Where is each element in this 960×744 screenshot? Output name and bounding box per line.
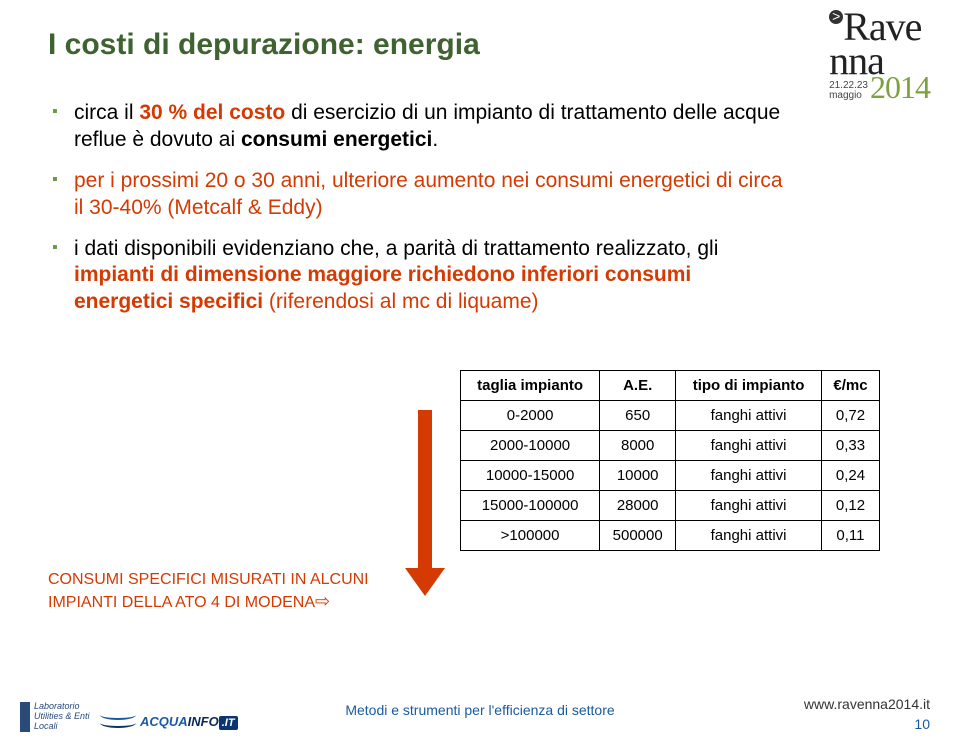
- acquainfo-logo: ACQUAINFO.IT: [100, 710, 238, 732]
- cell: 0,33: [821, 431, 879, 461]
- bullet-1: circa il 30 % del costo di esercizio di …: [52, 100, 792, 154]
- logo-dates-bottom: maggio: [829, 90, 862, 101]
- footer-logos: Laboratorio Utilities & Enti Locali ACQU…: [20, 702, 238, 732]
- cell: 0,12: [821, 491, 879, 521]
- cell: 0-2000: [461, 401, 600, 431]
- cell: 8000: [600, 431, 676, 461]
- event-logo: >Rave nna 21.22.23 maggio 2014: [829, 10, 930, 101]
- cell: 28000: [600, 491, 676, 521]
- acqua-text-1: ACQUA: [140, 714, 188, 729]
- cell: 0,72: [821, 401, 879, 431]
- bullet-3-a: i dati disponibili evidenziano che, a pa…: [74, 237, 718, 260]
- table-row: 2000-10000 8000 fanghi attivi 0,33: [461, 431, 880, 461]
- bullet-1-prefix: circa il: [74, 101, 139, 124]
- th-taglia: taglia impianto: [461, 371, 600, 401]
- table-row: 15000-100000 28000 fanghi attivi 0,12: [461, 491, 880, 521]
- table-row: 0-2000 650 fanghi attivi 0,72: [461, 401, 880, 431]
- cell: 650: [600, 401, 676, 431]
- logo-dates: 21.22.23 maggio: [829, 81, 868, 101]
- cell: fanghi attivi: [676, 401, 822, 431]
- caption-line-2: IMPIANTI DELLA ATO 4 DI MODENA: [48, 594, 315, 611]
- cell: >100000: [461, 521, 600, 551]
- table-row: 10000-15000 10000 fanghi attivi 0,24: [461, 461, 880, 491]
- bullet-2-text: per i prossimi 20 o 30 anni, ulteriore a…: [74, 169, 783, 219]
- acqua-text-2: INFO: [188, 714, 219, 729]
- bullet-3-c: (riferendosi al mc di liquame): [263, 290, 538, 313]
- cell: fanghi attivi: [676, 461, 822, 491]
- table-row: >100000 500000 fanghi attivi 0,11: [461, 521, 880, 551]
- bullet-1-highlight: 30 % del costo: [139, 101, 285, 124]
- cell: fanghi attivi: [676, 431, 822, 461]
- cell: 2000-10000: [461, 431, 600, 461]
- caption-line-1: CONSUMI SPECIFICI MISURATI IN ALCUNI: [48, 571, 369, 588]
- th-tipo: tipo di impianto: [676, 371, 822, 401]
- bullet-1-suffix: consumi energetici: [241, 128, 432, 151]
- table-caption: CONSUMI SPECIFICI MISURATI IN ALCUNI IMP…: [48, 570, 418, 613]
- logo-arrow-icon: >: [829, 10, 843, 24]
- right-arrow-icon: ⇨: [315, 591, 330, 611]
- slide-title: I costi di depurazione: energia: [48, 28, 912, 62]
- footer-center-text: Metodi e strumenti per l'efficienza di s…: [345, 702, 614, 718]
- bullet-1-tail: .: [432, 128, 438, 151]
- logo-year: 2014: [870, 69, 930, 105]
- cell: 0,11: [821, 521, 879, 551]
- data-table-wrap: taglia impianto A.E. tipo di impianto €/…: [460, 370, 880, 551]
- cell: 15000-100000: [461, 491, 600, 521]
- bullet-3: i dati disponibili evidenziano che, a pa…: [52, 236, 792, 317]
- cell: 10000-15000: [461, 461, 600, 491]
- wave-icon: [100, 710, 136, 732]
- th-eur: €/mc: [821, 371, 879, 401]
- footer-url: www.ravenna2014.it: [804, 696, 930, 712]
- lab-logo: Laboratorio Utilities & Enti Locali: [20, 702, 90, 732]
- footer-right: www.ravenna2014.it 10: [804, 696, 930, 732]
- page-number: 10: [914, 716, 930, 732]
- cell: 500000: [600, 521, 676, 551]
- bullet-list: circa il 30 % del costo di esercizio di …: [52, 100, 792, 316]
- slide-footer: Laboratorio Utilities & Enti Locali ACQU…: [0, 696, 960, 732]
- cell: 0,24: [821, 461, 879, 491]
- bullet-2: per i prossimi 20 o 30 anni, ulteriore a…: [52, 168, 792, 222]
- cell: 10000: [600, 461, 676, 491]
- acqua-text-3: .IT: [219, 716, 238, 730]
- table-header-row: taglia impianto A.E. tipo di impianto €/…: [461, 371, 880, 401]
- th-ae: A.E.: [600, 371, 676, 401]
- cell: fanghi attivi: [676, 521, 822, 551]
- cell: fanghi attivi: [676, 491, 822, 521]
- data-table: taglia impianto A.E. tipo di impianto €/…: [460, 370, 880, 551]
